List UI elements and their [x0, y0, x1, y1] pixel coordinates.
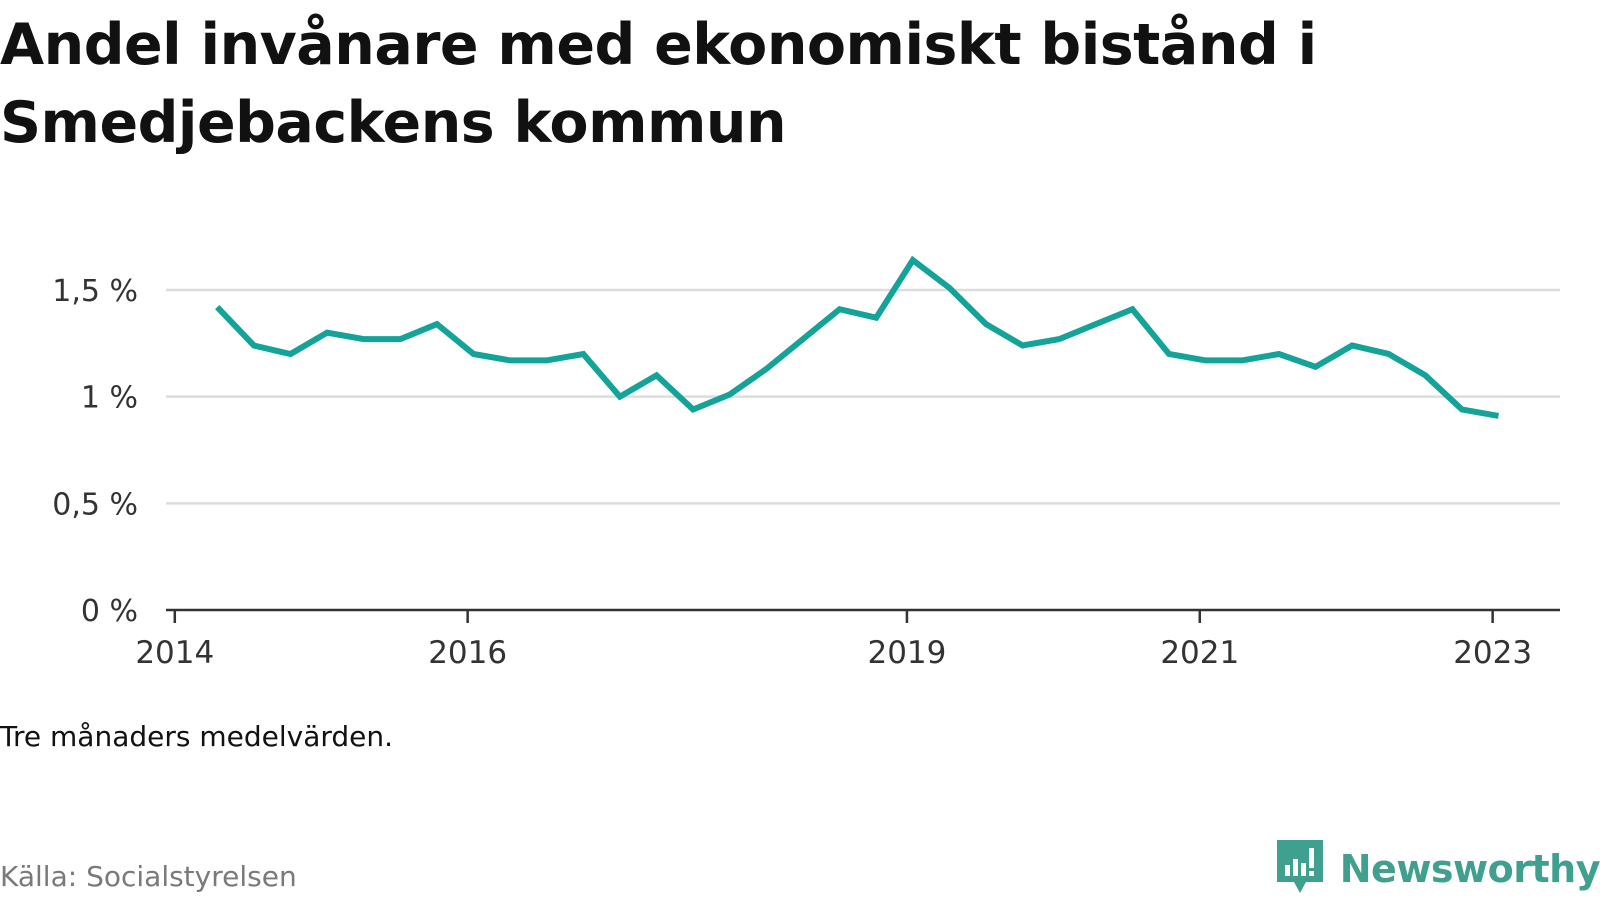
y-tick-label: 1 %	[81, 381, 138, 416]
brand-logo: Newsworthy	[1274, 838, 1600, 900]
series-line	[215, 255, 1500, 419]
newsworthy-logo-icon	[1274, 838, 1326, 900]
y-tick-label: 1,5 %	[52, 274, 138, 309]
y-tick-label: 0,5 %	[52, 487, 138, 522]
brand-name: Newsworthy	[1339, 847, 1600, 891]
source-credit: Källa: Socialstyrelsen	[0, 860, 297, 893]
x-tick-label: 2023	[1453, 635, 1532, 671]
x-axis-ticks: 2014 2016 2019 2021 2023	[135, 610, 1532, 671]
y-tick-label: 0 %	[81, 594, 138, 629]
y-axis-tick-labels: 0 % 0,5 % 1 % 1,5 %	[52, 274, 138, 629]
chart-note: Tre månaders medelvärden.	[0, 720, 394, 753]
x-tick-label: 2016	[428, 635, 507, 671]
x-tick-label: 2019	[867, 635, 946, 671]
chart-title: Andel invånare med ekonomiskt bistånd i …	[0, 12, 1317, 156]
x-tick-label: 2014	[135, 635, 214, 671]
gridlines	[166, 288, 1560, 505]
x-tick-label: 2021	[1160, 635, 1239, 671]
series-layer	[215, 255, 1500, 419]
